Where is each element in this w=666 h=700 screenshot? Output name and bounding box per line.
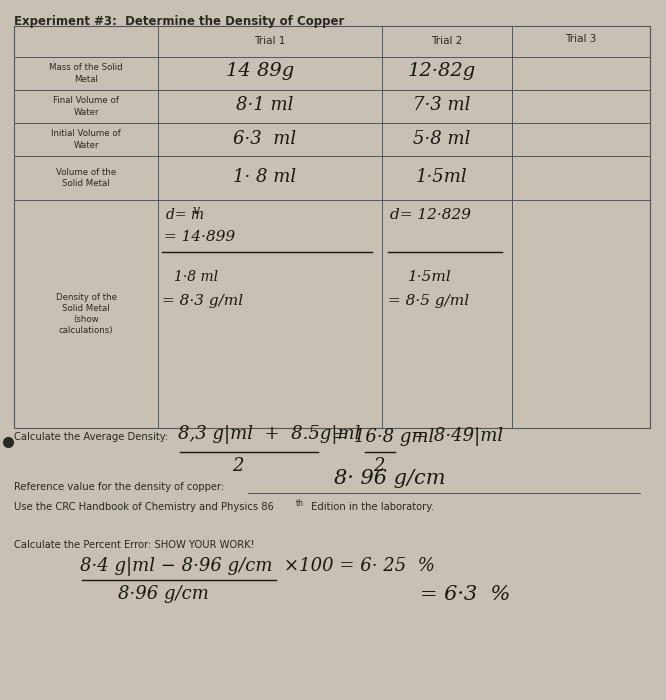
Text: d= m: d= m [166, 208, 204, 222]
Text: 1·8 ml: 1·8 ml [174, 270, 218, 284]
Text: Volume of the
Solid Metal: Volume of the Solid Metal [56, 168, 116, 188]
Text: Edition in the laboratory.: Edition in the laboratory. [308, 502, 434, 512]
Text: 12·82g: 12·82g [408, 62, 476, 80]
Text: 1·5ml: 1·5ml [408, 270, 452, 284]
Text: Calculate the Percent Error: SHOW YOUR WORK!: Calculate the Percent Error: SHOW YOUR W… [14, 540, 254, 550]
Text: 8· 96 g/cm: 8· 96 g/cm [334, 470, 446, 489]
Text: = 8·5 g/ml: = 8·5 g/ml [388, 294, 469, 308]
Text: 8·1 ml: 8·1 ml [236, 97, 294, 115]
Text: Density of the
Solid Metal
(show
calculations): Density of the Solid Metal (show calcula… [55, 293, 117, 335]
Text: 8·96 g/cm: 8·96 g/cm [118, 585, 209, 603]
Text: Trial 3: Trial 3 [565, 34, 597, 44]
Text: 8·4 g|ml − 8·96 g/cm  ×100 = 6· 25  %: 8·4 g|ml − 8·96 g/cm ×100 = 6· 25 % [80, 556, 435, 575]
Text: 7·3 ml: 7·3 ml [414, 97, 471, 115]
Text: Initial Volume of
Water: Initial Volume of Water [51, 130, 121, 150]
Bar [14, 26, 650, 428]
Text: Use the CRC Handbook of Chemistry and Physics 86: Use the CRC Handbook of Chemistry and Ph… [14, 502, 274, 512]
Text: 6·3  ml: 6·3 ml [234, 130, 296, 148]
Text: 1·5ml: 1·5ml [416, 168, 468, 186]
Text: = 8·3 g/ml: = 8·3 g/ml [162, 294, 243, 308]
Text: 5·8 ml: 5·8 ml [414, 130, 471, 148]
Text: = 16·8 gml: = 16·8 gml [333, 428, 434, 446]
Text: Trial 1: Trial 1 [254, 36, 286, 46]
Text: Reference value for the density of copper:: Reference value for the density of coppe… [14, 482, 224, 492]
Text: Calculate the Average Density:: Calculate the Average Density: [14, 432, 168, 442]
Text: Trial 2: Trial 2 [432, 36, 463, 46]
Text: 2: 2 [373, 457, 385, 475]
Text: th: th [296, 500, 304, 508]
Text: 1· 8 ml: 1· 8 ml [234, 168, 296, 186]
Text: = 14·899: = 14·899 [164, 230, 235, 244]
Text: 2: 2 [232, 457, 244, 475]
Text: = 8·49|ml: = 8·49|ml [413, 428, 503, 447]
Text: v: v [193, 204, 200, 217]
Text: 14 89g: 14 89g [226, 62, 294, 80]
Text: d= 12·829: d= 12·829 [390, 208, 471, 222]
Text: Mass of the Solid
Metal: Mass of the Solid Metal [49, 64, 123, 83]
Text: Final Volume of
Water: Final Volume of Water [53, 97, 119, 116]
Text: 8,3 g|ml  +  8.5g|ml: 8,3 g|ml + 8.5g|ml [178, 424, 360, 444]
Text: = 6·3  %: = 6·3 % [420, 585, 510, 604]
Text: Experiment #3:  Determine the Density of Copper: Experiment #3: Determine the Density of … [14, 15, 344, 28]
